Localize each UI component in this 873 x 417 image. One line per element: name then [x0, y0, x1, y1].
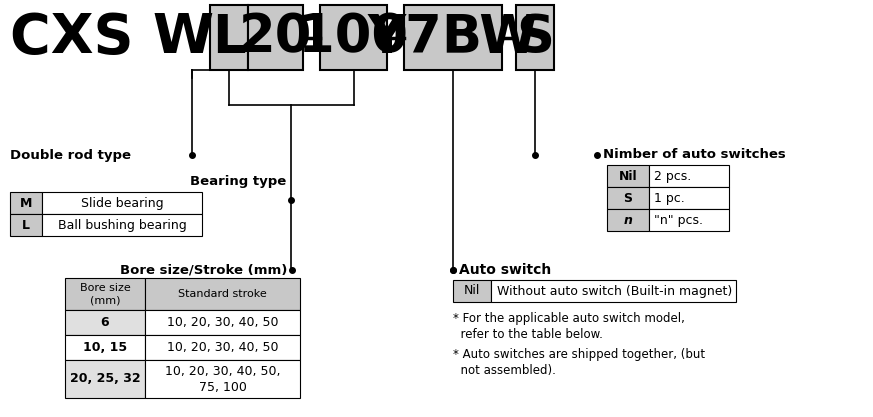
- Bar: [145, 360, 300, 398]
- Bar: [42, 192, 202, 214]
- Text: Slide bearing: Slide bearing: [80, 196, 163, 209]
- Text: 10, 20, 30, 40, 50: 10, 20, 30, 40, 50: [167, 316, 278, 329]
- Text: Nimber of auto switches: Nimber of auto switches: [603, 148, 786, 161]
- Bar: [248, 5, 303, 70]
- Text: Bearing type: Bearing type: [190, 175, 286, 188]
- Text: 10, 20, 30, 40, 50: 10, 20, 30, 40, 50: [167, 341, 278, 354]
- Text: S: S: [516, 12, 554, 63]
- Text: Bore size
(mm): Bore size (mm): [79, 283, 130, 305]
- Text: 100: 100: [299, 12, 409, 63]
- Text: Bore size/Stroke (mm): Bore size/Stroke (mm): [120, 264, 287, 276]
- Text: CXS W: CXS W: [10, 10, 214, 65]
- Bar: [65, 335, 145, 360]
- Text: * For the applicable auto switch model,
  refer to the table below.: * For the applicable auto switch model, …: [453, 312, 685, 341]
- Bar: [649, 165, 729, 187]
- Bar: [607, 209, 649, 231]
- Bar: [65, 360, 145, 398]
- Bar: [10, 192, 42, 214]
- Bar: [210, 5, 248, 70]
- Text: Nil: Nil: [619, 169, 637, 183]
- Bar: [145, 335, 300, 360]
- Text: Auto switch: Auto switch: [459, 263, 551, 277]
- Bar: [65, 310, 145, 335]
- Text: 6: 6: [100, 316, 109, 329]
- Text: M: M: [20, 196, 32, 209]
- Bar: [607, 165, 649, 187]
- Bar: [65, 278, 145, 310]
- Text: "n" pcs.: "n" pcs.: [654, 214, 703, 226]
- Text: L: L: [212, 12, 246, 63]
- Bar: [145, 278, 300, 310]
- Text: 1 pc.: 1 pc.: [654, 191, 684, 204]
- Text: L: L: [22, 219, 30, 231]
- Text: Ball bushing bearing: Ball bushing bearing: [58, 219, 186, 231]
- Bar: [607, 187, 649, 209]
- Bar: [320, 5, 387, 70]
- Bar: [516, 5, 554, 70]
- Text: Standard stroke: Standard stroke: [178, 289, 267, 299]
- Bar: [491, 280, 736, 302]
- Bar: [649, 187, 729, 209]
- Bar: [145, 310, 300, 335]
- Text: S: S: [623, 191, 633, 204]
- Bar: [404, 5, 502, 70]
- Text: Y7BW: Y7BW: [368, 12, 538, 63]
- Text: 20: 20: [239, 12, 313, 63]
- Bar: [649, 209, 729, 231]
- Text: 2 pcs.: 2 pcs.: [654, 169, 691, 183]
- Text: Double rod type: Double rod type: [10, 148, 131, 161]
- Text: Without auto switch (Built-in magnet): Without auto switch (Built-in magnet): [497, 284, 732, 297]
- Text: 10, 15: 10, 15: [83, 341, 127, 354]
- Text: 10, 20, 30, 40, 50,
75, 100: 10, 20, 30, 40, 50, 75, 100: [165, 364, 280, 394]
- Text: Nil: Nil: [464, 284, 480, 297]
- Bar: [42, 214, 202, 236]
- Bar: [453, 280, 491, 302]
- Text: n: n: [623, 214, 632, 226]
- Bar: [10, 214, 42, 236]
- Text: * Auto switches are shipped together, (but
  not assembled).: * Auto switches are shipped together, (b…: [453, 348, 705, 377]
- Text: 20, 25, 32: 20, 25, 32: [70, 372, 141, 385]
